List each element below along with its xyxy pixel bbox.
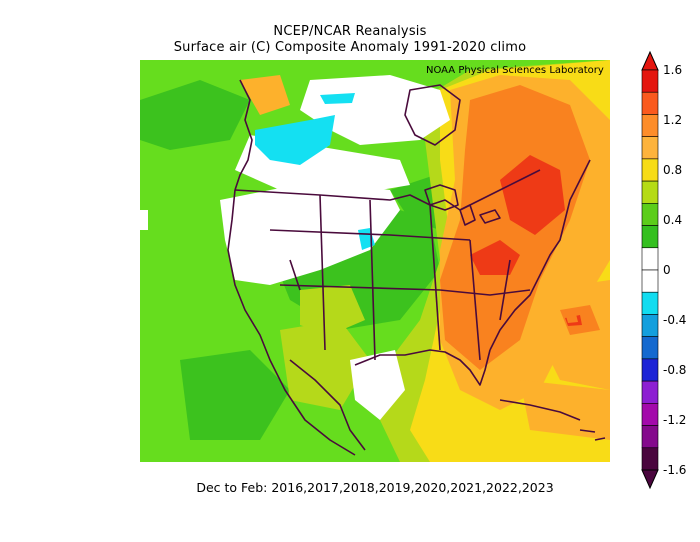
colorbar-segment bbox=[641, 403, 659, 426]
region-cyan-bc bbox=[255, 115, 335, 165]
region-green-southwest bbox=[180, 350, 290, 440]
colorbar-segments bbox=[641, 50, 659, 490]
region-orange-atlantic bbox=[540, 280, 610, 390]
colorbar-segment bbox=[641, 336, 659, 360]
colorbar-tick-label: -0.4 bbox=[663, 313, 687, 327]
colorbar-arrow-top bbox=[641, 50, 659, 71]
colorbar-segment bbox=[641, 358, 659, 382]
colorbar-segment bbox=[641, 180, 659, 204]
region-white-northwest bbox=[220, 180, 400, 285]
region-orange-alaska bbox=[240, 75, 290, 115]
region-red-ohio bbox=[470, 240, 520, 275]
colorbar-segment bbox=[641, 291, 659, 315]
anomaly-map bbox=[140, 60, 610, 462]
region-white-gulf bbox=[350, 350, 405, 420]
colorbar-segment bbox=[641, 247, 659, 271]
chart-subtitle: Surface air (C) Composite Anomaly 1991-2… bbox=[173, 40, 527, 55]
region-red-northeast bbox=[500, 155, 565, 235]
colorbar-segment bbox=[641, 203, 659, 226]
colorbar-tick-label: 1.6 bbox=[663, 63, 683, 77]
colorbar-segment bbox=[641, 136, 659, 160]
colorbar-tick-label: 0.4 bbox=[663, 213, 683, 227]
credit-label: NOAA Physical Sciences Laboratory bbox=[426, 65, 604, 76]
region-orange-atlantic-spot bbox=[566, 314, 578, 323]
chart-title: NCEP/NCAR Reanalysis bbox=[273, 24, 427, 39]
region-orange-caribbean bbox=[520, 380, 610, 440]
colorbar-segment bbox=[641, 91, 659, 115]
colorbar-segment bbox=[641, 114, 659, 137]
region-white-canada-top bbox=[300, 75, 450, 145]
colorbar-tick-label: 0 bbox=[663, 263, 671, 277]
colorbar-segment bbox=[641, 447, 659, 471]
region-yellow-green-mexico bbox=[280, 320, 370, 410]
date-range-footer: Dec to Feb: 2016,2017,2018,2019,2020,202… bbox=[196, 480, 554, 495]
region-green-alaska bbox=[140, 80, 250, 150]
colorbar bbox=[641, 50, 659, 490]
colorbar-tick-label: -0.8 bbox=[663, 363, 687, 377]
region-darkorange-east bbox=[440, 85, 590, 370]
colorbar-segment bbox=[641, 425, 659, 449]
region-yellow-green-texas bbox=[300, 285, 365, 335]
colorbar-tick-label: 1.2 bbox=[663, 113, 683, 127]
colorbar-segment bbox=[641, 314, 659, 337]
coastlines-and-borders bbox=[227, 79, 606, 456]
colorbar-segment bbox=[641, 225, 659, 249]
region-white-west bbox=[140, 210, 148, 230]
colorbar-tick-label: 0.8 bbox=[663, 163, 683, 177]
colorbar-segment bbox=[641, 380, 659, 404]
region-cyan-arctic bbox=[320, 93, 355, 104]
colorbar-segment bbox=[641, 269, 659, 293]
colorbar-segment bbox=[641, 69, 659, 93]
colorbar-tick-label: -1.2 bbox=[663, 413, 687, 427]
colorbar-segment bbox=[641, 158, 659, 182]
colorbar-tick-label: -1.6 bbox=[663, 463, 687, 477]
colorbar-arrow-bottom bbox=[641, 469, 659, 490]
